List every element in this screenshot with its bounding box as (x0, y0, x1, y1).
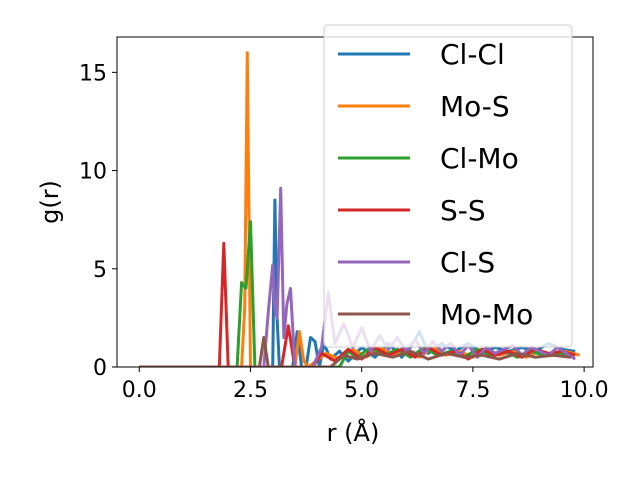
y-tick-label: 10 (79, 160, 107, 185)
legend-label-2: Cl-Mo (440, 142, 519, 175)
legend-label-5: Mo-Mo (440, 298, 533, 331)
x-tick-label: 2.5 (233, 378, 268, 403)
y-axis-label: g(r) (36, 180, 64, 224)
series-line-1 (139, 51, 581, 367)
legend-label-3: S-S (440, 194, 486, 227)
legend-label-4: Cl-S (440, 246, 495, 279)
y-tick-label: 5 (93, 258, 107, 283)
x-tick-label: 0.0 (122, 378, 157, 403)
x-tick-label: 5.0 (344, 378, 379, 403)
y-tick-label: 0 (93, 356, 107, 381)
x-tick-label: 7.5 (455, 378, 490, 403)
legend-label-1: Mo-S (440, 90, 510, 123)
x-tick-label: 10.0 (560, 378, 609, 403)
legend: Cl-Cl Mo-S Cl-Mo S-S Cl-S Mo-Mo (323, 24, 573, 348)
x-axis: 0.0 2.5 5.0 7.5 10.0 (122, 367, 609, 403)
x-axis-label: r (Å) (327, 418, 380, 447)
series-line-5 (139, 336, 571, 367)
legend-label-0: Cl-Cl (440, 38, 505, 71)
y-axis: 0 5 10 15 (79, 61, 117, 381)
y-tick-label: 15 (79, 61, 107, 86)
